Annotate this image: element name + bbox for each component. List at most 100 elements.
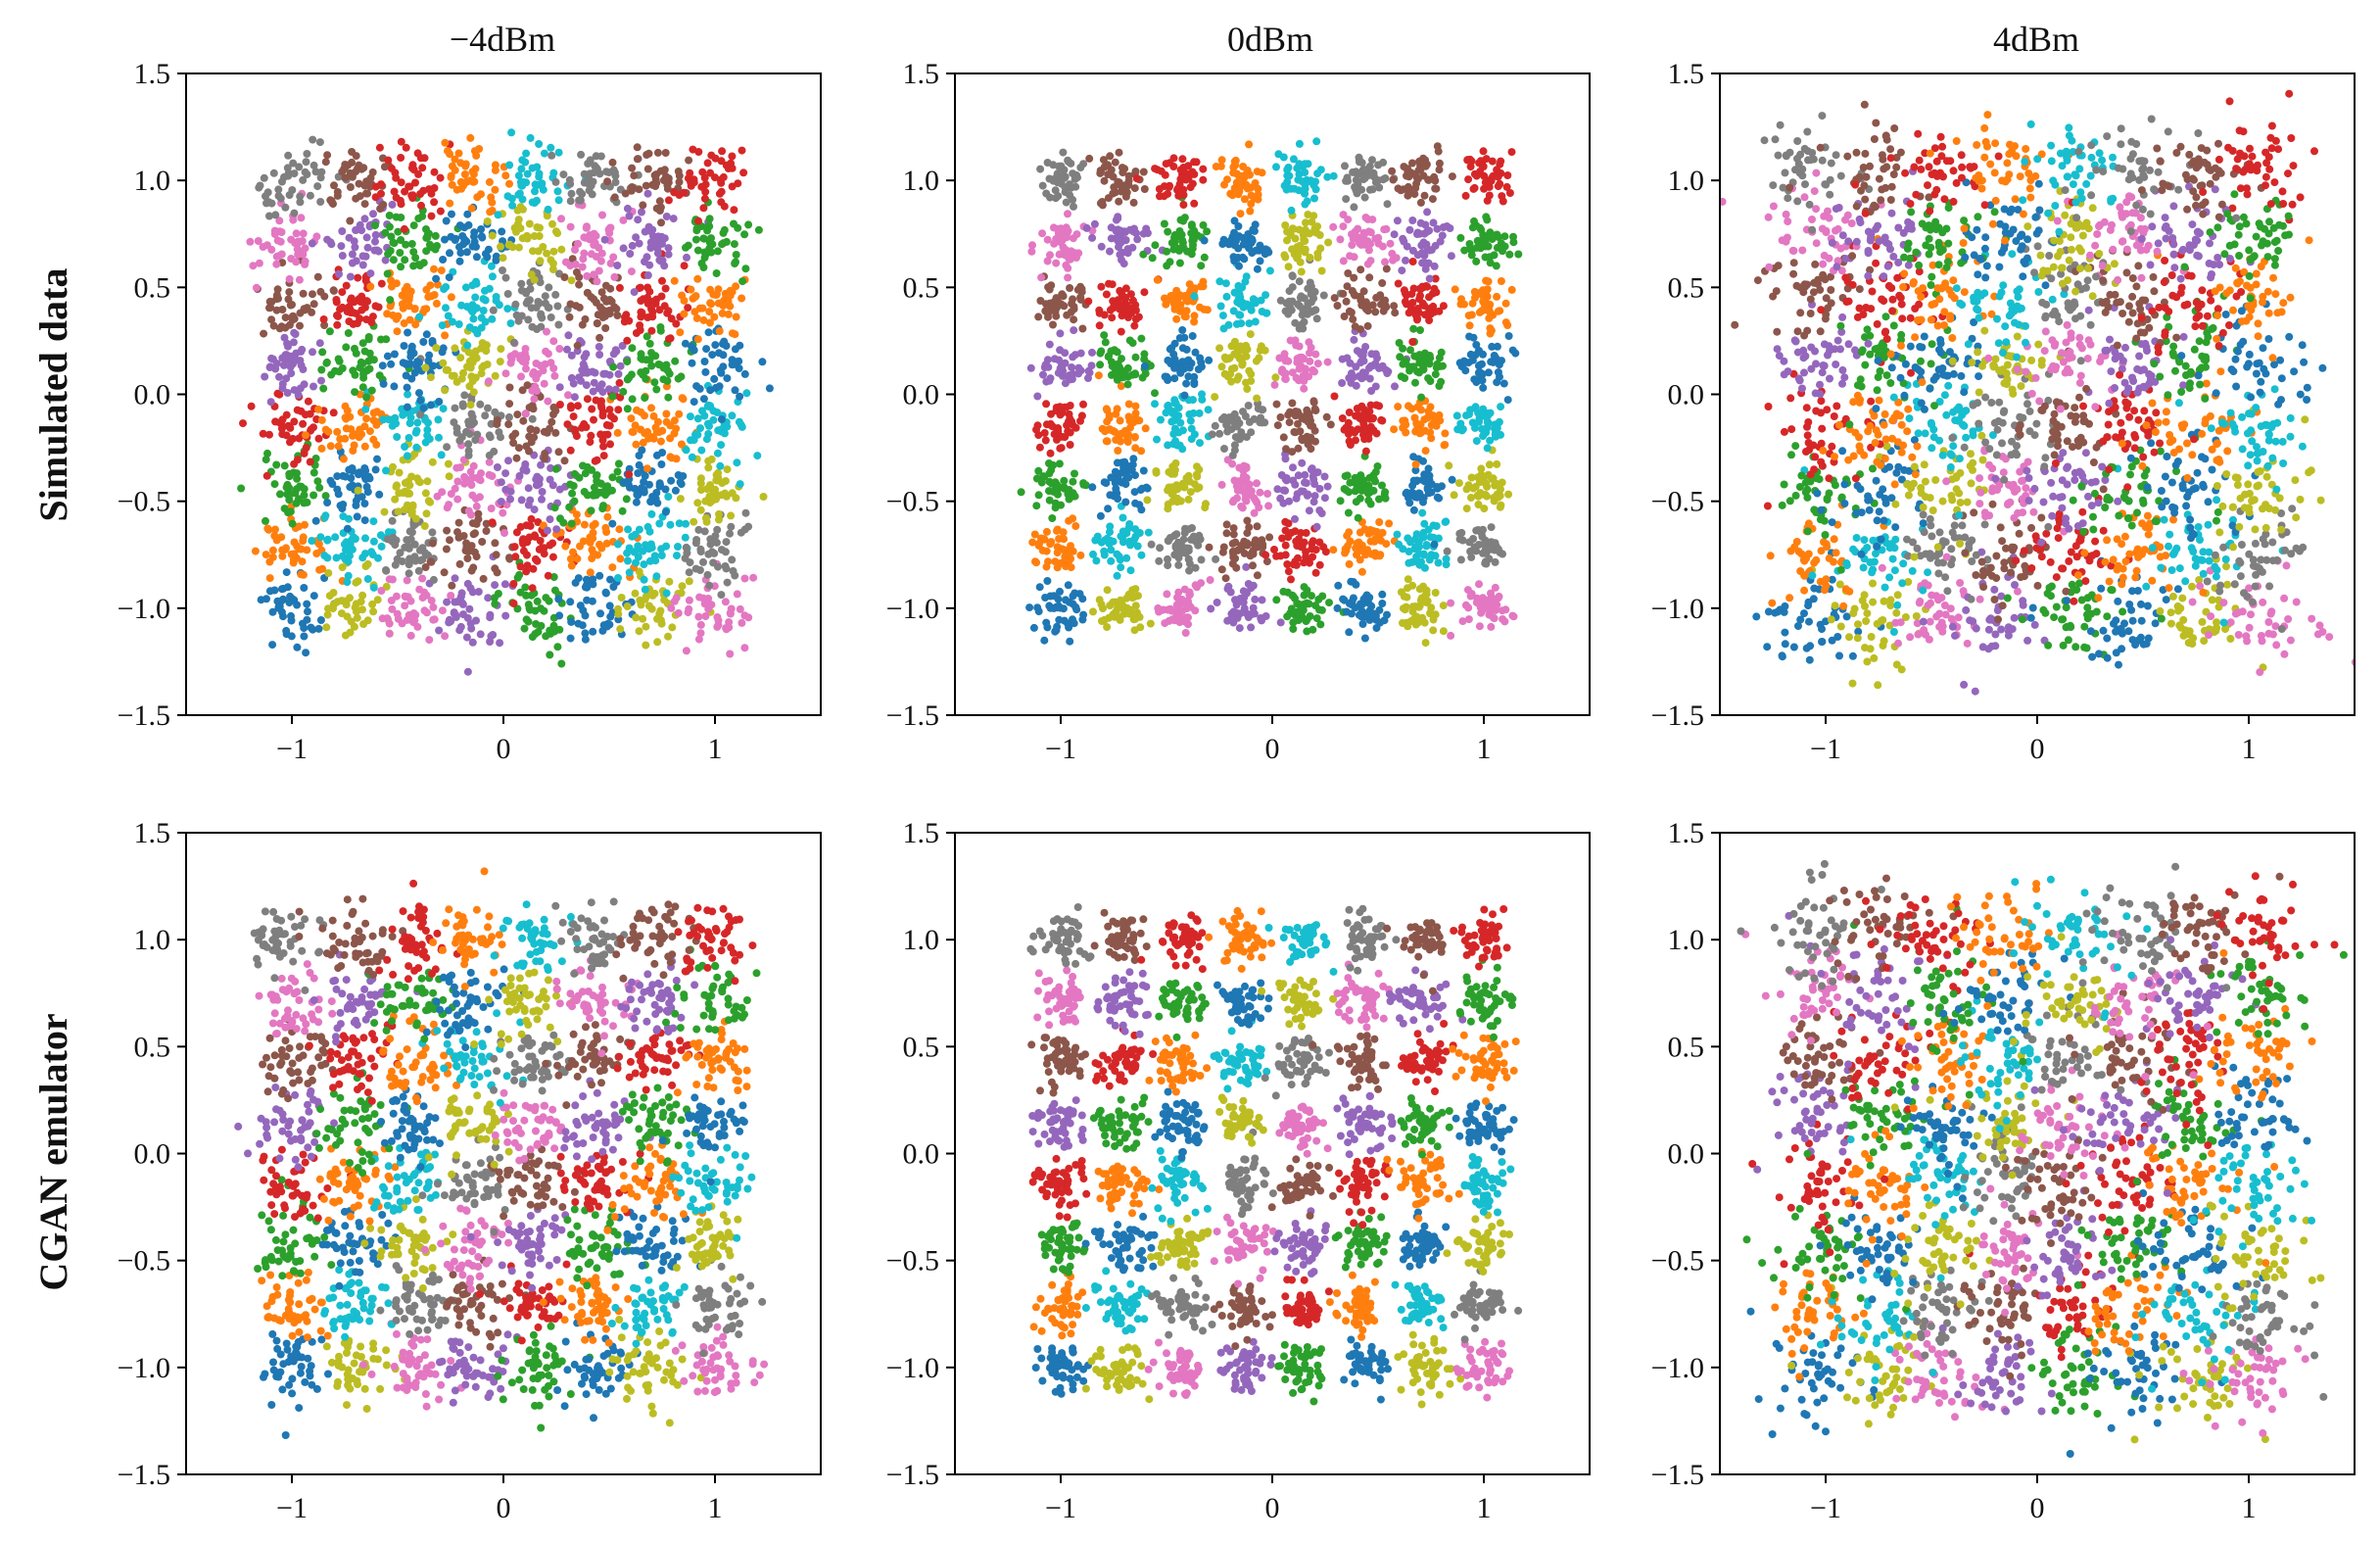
scatter-point — [626, 250, 635, 258]
scatter-point — [1476, 411, 1485, 420]
constellation-cluster — [311, 448, 384, 533]
scatter-point — [635, 627, 643, 636]
scatter-point — [645, 527, 654, 536]
scatter-point — [309, 625, 317, 634]
scatter-point — [654, 361, 663, 368]
scatter-point — [1483, 599, 1492, 607]
scatter-point — [566, 262, 575, 270]
scatter-point — [281, 545, 290, 554]
scatter-point — [595, 343, 603, 351]
scatter-point — [463, 341, 472, 350]
scatter-point — [354, 273, 362, 282]
scatter-point — [1131, 499, 1140, 507]
scatter-point — [452, 377, 461, 386]
scatter-point — [299, 289, 308, 298]
scatter-point — [691, 564, 700, 573]
scatter-point — [360, 422, 369, 431]
scatter-point — [343, 578, 352, 587]
scatter-point — [1032, 502, 1041, 510]
scatter-point — [537, 322, 546, 331]
scatter-point — [437, 451, 446, 459]
scatter-point — [1475, 417, 1483, 426]
scatter-point — [717, 546, 726, 554]
scatter-point — [1281, 375, 1290, 383]
scatter-point — [738, 294, 746, 303]
scatter-point — [1377, 415, 1386, 424]
scatter-point — [625, 373, 634, 382]
scatter-point — [1462, 485, 1471, 494]
scatter-point — [272, 260, 281, 268]
scatter-point — [423, 431, 432, 440]
scatter-point — [1056, 410, 1065, 419]
scatter-point — [1169, 440, 1177, 449]
scatter-point — [543, 249, 551, 258]
scatter-point — [1037, 534, 1045, 543]
scatter-point — [513, 410, 522, 419]
scatter-point — [701, 367, 710, 376]
scatter-point — [492, 256, 500, 265]
scatter-point — [339, 501, 348, 508]
scatter-point — [268, 641, 277, 650]
constellation-cluster — [1089, 502, 1153, 580]
scatter-point — [408, 191, 417, 200]
scatter-point — [1180, 313, 1189, 320]
scatter-point — [580, 353, 589, 361]
scatter-point — [1078, 324, 1087, 333]
scatter-point — [522, 355, 531, 362]
scatter-point — [688, 359, 696, 367]
scatter-point — [438, 606, 447, 615]
scatter-point — [1288, 448, 1297, 457]
scatter-point — [1369, 527, 1378, 536]
constellation-cluster — [490, 558, 575, 668]
scatter-point — [1487, 589, 1495, 598]
scatter-point — [685, 156, 693, 165]
scatter-point — [384, 156, 393, 165]
scatter-point — [348, 172, 357, 181]
scatter-point — [312, 550, 321, 557]
scatter-point — [412, 426, 421, 435]
scatter-point — [363, 616, 372, 625]
scatter-point — [1456, 555, 1465, 564]
scatter-point — [1170, 374, 1179, 383]
constellation-cluster — [421, 326, 515, 410]
scatter-point — [738, 422, 746, 431]
scatter-point — [278, 415, 287, 424]
scatter-point — [515, 189, 524, 198]
scatter-point — [340, 540, 349, 549]
scatter-point — [1490, 614, 1499, 623]
scatter-point — [627, 267, 636, 276]
scatter-point — [494, 211, 502, 219]
scatter-point — [664, 196, 673, 205]
scatter-point — [285, 320, 294, 329]
scatter-point — [713, 613, 722, 621]
scatter-point — [1256, 488, 1264, 497]
scatter-point — [636, 321, 644, 330]
scatter-point — [1138, 373, 1147, 382]
scatter-point — [360, 215, 369, 223]
scatter-point — [317, 168, 326, 176]
scatter-point — [1402, 420, 1410, 429]
scatter-point — [596, 257, 605, 265]
scatter-point — [1180, 391, 1189, 400]
scatter-point — [573, 554, 582, 563]
scatter-point — [664, 244, 673, 253]
scatter-point — [357, 493, 366, 502]
scatter-point — [693, 414, 702, 423]
scatter-point — [1338, 355, 1347, 363]
scatter-point — [259, 429, 267, 438]
scatter-point — [292, 499, 301, 507]
scatter-point — [1035, 443, 1044, 452]
scatter-point — [1282, 445, 1290, 454]
scatter-point — [628, 395, 637, 404]
scatter-point — [455, 221, 464, 230]
scatter-point — [463, 210, 472, 218]
scatter-point — [1375, 605, 1384, 614]
scatter-point — [504, 420, 513, 429]
scatter-point — [445, 273, 453, 282]
scatter-point — [286, 507, 295, 516]
scatter-point — [338, 288, 347, 297]
scatter-point — [447, 592, 455, 600]
scatter-point — [451, 404, 459, 412]
scatter-point — [1130, 626, 1139, 635]
scatter-point — [570, 393, 579, 402]
